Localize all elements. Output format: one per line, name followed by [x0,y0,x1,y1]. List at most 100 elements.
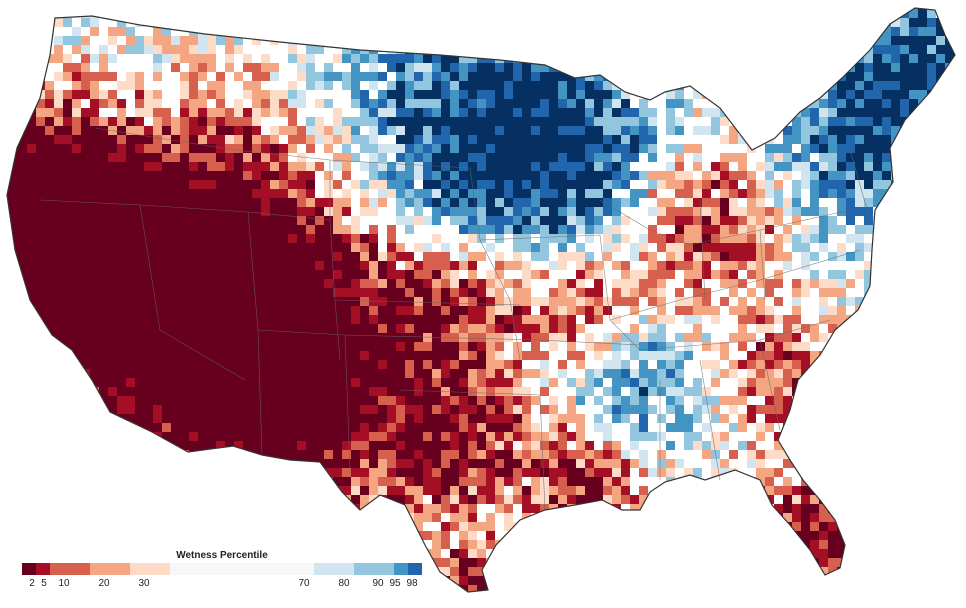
wetness-cell [180,162,189,171]
wetness-cell [531,72,540,81]
wetness-cell [432,126,441,135]
wetness-cell [279,153,288,162]
wetness-cell [27,189,36,198]
wetness-cell [873,90,882,99]
wetness-cell [414,378,423,387]
wetness-cell [693,405,702,414]
wetness-cell [594,72,603,81]
wetness-cell [378,270,387,279]
wetness-cell [270,324,279,333]
wetness-cell [252,117,261,126]
wetness-cell [432,117,441,126]
wetness-cell [702,108,711,117]
wetness-cell [414,243,423,252]
wetness-cell [414,432,423,441]
wetness-cell [144,360,153,369]
wetness-cell [333,243,342,252]
wetness-cell [63,279,72,288]
wetness-cell [432,360,441,369]
wetness-cell [351,306,360,315]
wetness-cell [27,243,36,252]
wetness-cell [216,423,225,432]
wetness-cell [576,279,585,288]
wetness-cell [162,423,171,432]
wetness-cell [324,225,333,234]
wetness-cell [594,495,603,504]
wetness-cell [819,144,828,153]
wetness-cell [873,135,882,144]
wetness-cell [846,144,855,153]
wetness-cell [342,162,351,171]
wetness-cell [117,342,126,351]
wetness-cell [513,288,522,297]
wetness-cell [243,216,252,225]
wetness-cell [504,432,513,441]
wetness-cell [126,342,135,351]
wetness-cell [504,117,513,126]
wetness-cell [297,396,306,405]
wetness-cell [837,108,846,117]
wetness-cell [576,306,585,315]
wetness-cell [558,180,567,189]
wetness-cell [306,144,315,153]
wetness-cell [504,468,513,477]
wetness-cell [495,99,504,108]
wetness-cell [279,225,288,234]
wetness-cell [162,342,171,351]
wetness-cell [522,135,531,144]
wetness-cell [153,162,162,171]
wetness-cell [81,36,90,45]
wetness-cell [378,288,387,297]
wetness-cell [414,63,423,72]
wetness-cell [216,108,225,117]
wetness-cell [558,207,567,216]
wetness-cell [72,333,81,342]
wetness-cell [90,27,99,36]
wetness-cell [765,144,774,153]
wetness-cell [216,360,225,369]
wetness-cell [252,162,261,171]
wetness-cell [612,405,621,414]
wetness-cell [180,207,189,216]
wetness-cell [117,135,126,144]
wetness-cell [657,324,666,333]
wetness-cell [567,477,576,486]
wetness-cell [234,108,243,117]
wetness-cell [414,495,423,504]
wetness-cell [486,369,495,378]
wetness-cell [333,387,342,396]
wetness-cell [441,135,450,144]
wetness-cell [108,405,117,414]
wetness-cell [36,261,45,270]
wetness-cell [351,387,360,396]
wetness-cell [792,378,801,387]
wetness-cell [684,315,693,324]
wetness-cell [693,234,702,243]
wetness-cell [576,441,585,450]
wetness-cell [18,261,27,270]
wetness-cell [576,252,585,261]
wetness-cell [657,450,666,459]
wetness-cell [342,360,351,369]
wetness-cell [639,315,648,324]
wetness-cell [387,387,396,396]
wetness-cell [90,72,99,81]
wetness-cell [549,288,558,297]
wetness-cell [648,288,657,297]
wetness-cell [441,297,450,306]
wetness-cell [414,396,423,405]
wetness-cell [342,126,351,135]
wetness-cell [279,450,288,459]
wetness-cell [135,378,144,387]
wetness-cell [243,414,252,423]
wetness-cell [243,162,252,171]
wetness-cell [585,234,594,243]
wetness-cell [468,459,477,468]
wetness-cell [477,369,486,378]
wetness-cell [738,387,747,396]
wetness-cell [90,108,99,117]
wetness-cell [27,216,36,225]
wetness-cell [459,207,468,216]
wetness-cell [270,288,279,297]
wetness-cell [324,216,333,225]
